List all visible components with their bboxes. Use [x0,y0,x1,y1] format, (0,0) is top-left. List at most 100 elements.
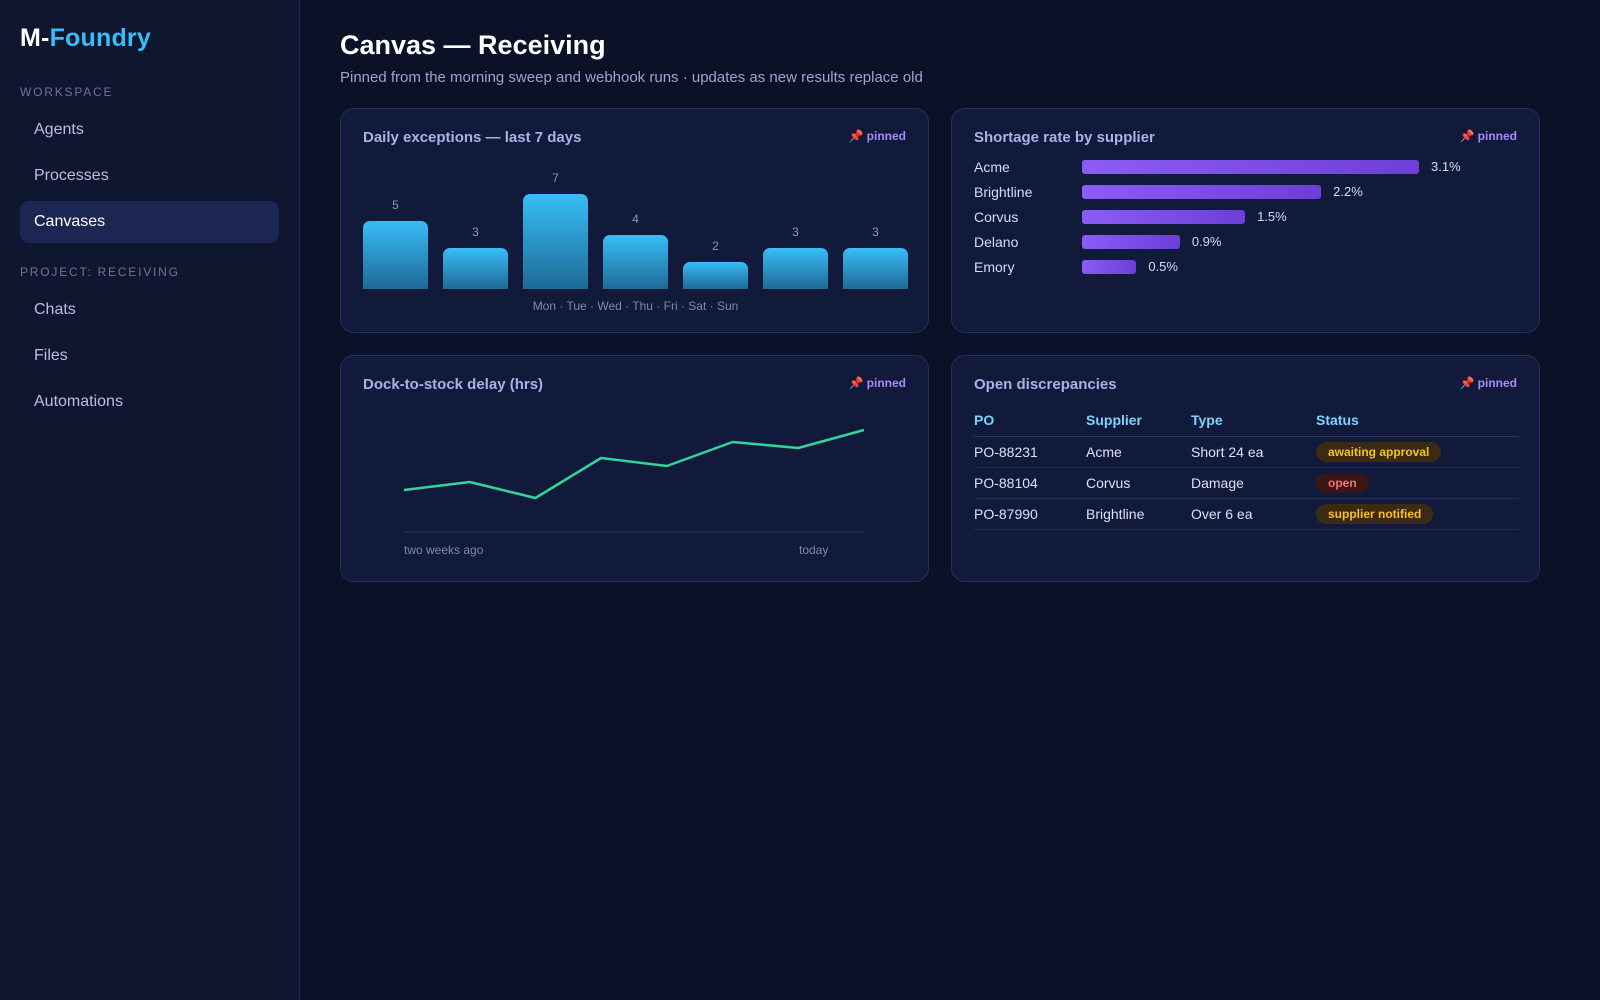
bar-value-label: 3 [792,225,799,240]
bar-value-label: 4 [632,211,639,226]
shortage-value: 1.5% [1257,209,1287,224]
bar-sat: 3 [763,171,828,289]
bar-track [1082,185,1419,199]
cell-type: Over 6 ea [1191,498,1316,530]
shortage-bar [1082,160,1419,174]
column-header-status[interactable]: Status [1316,412,1519,437]
supplier-row-corvus: Corvus 1.5% [974,207,1519,227]
sidebar-item-automations[interactable]: Automations [34,393,123,410]
supplier-label: Brightline [974,184,1033,200]
pin-icon: 📌 [1459,376,1475,390]
pinned-badge[interactable]: 📌 pinned [849,129,906,143]
status-badge: awaiting approval [1316,441,1442,462]
column-header-type[interactable]: Type [1191,412,1316,437]
shortage-bar [1082,235,1180,249]
cell-status: supplier notified [1316,498,1519,530]
table-row[interactable]: PO-88104 Corvus Damage open [974,467,1519,499]
page-subtitle: Pinned from the morning sweep and webhoo… [340,69,923,86]
bar-value-label: 3 [472,225,479,240]
supplier-label: Delano [974,234,1019,250]
column-header-po[interactable]: PO [974,412,1086,437]
page-title: Canvas — Receiving [340,30,606,60]
column-header-supplier[interactable]: Supplier [1086,412,1191,437]
bar-rect [523,194,588,289]
bar-track [1082,260,1419,274]
card-daily-exceptions: Daily exceptions — last 7 days 📌 pinned 5… [340,108,929,333]
bar-rect [363,221,428,289]
pinned-badge[interactable]: 📌 pinned [1460,376,1517,390]
table-row[interactable]: PO-88231 Acme Short 24 ea awaiting appro… [974,436,1519,468]
card-title: Dock-to-stock delay (hrs) [363,376,544,393]
cell-po: PO-87990 [974,498,1086,530]
card-title: Shortage rate by supplier [974,129,1155,146]
sidebar-item-chats[interactable]: Chats [34,301,76,318]
pin-icon: 📌 [848,376,864,390]
sidebar: M-Foundry WORKSPACE Agents Processes Can… [0,0,300,1000]
supplier-label: Acme [974,159,1010,175]
shortage-bar [1082,185,1322,199]
discrepancies-table: PO Supplier Type Status PO-88231 Acme Sh… [974,412,1519,530]
bar-fri: 2 [683,171,748,289]
cell-po: PO-88104 [974,467,1086,499]
bar-track [1082,160,1419,174]
bar-value-label: 7 [552,171,559,185]
pin-icon: 📌 [1459,129,1475,143]
shortage-value: 0.5% [1148,259,1178,274]
daily-exceptions-bars: 5 3 7 4 2 3 3 [363,171,908,289]
logo-accent: Foundry [49,24,151,52]
bar-thu: 4 [603,171,668,289]
bar-track [1082,235,1419,249]
cell-supplier: Acme [1086,436,1191,468]
pinned-label: pinned [1477,376,1517,390]
x-end-label: today [799,543,829,557]
pinned-badge[interactable]: 📌 pinned [1460,129,1517,143]
sidebar-item-canvases[interactable]: Canvases [20,201,279,243]
bar-value-label: 2 [712,238,719,253]
table-row[interactable]: PO-87990 Brightline Over 6 ea supplier n… [974,498,1519,530]
card-title: Daily exceptions — last 7 days [363,129,582,146]
cell-type: Damage [1191,467,1316,499]
bar-value-label: 5 [392,198,399,213]
x-start-label: two weeks ago [404,543,484,557]
bar-sun: 3 [843,171,908,289]
bar-tue: 3 [443,171,508,289]
pinned-label: pinned [866,376,906,390]
shortage-bar [1082,210,1246,224]
series-line [403,428,865,500]
status-badge: supplier notified [1316,503,1434,524]
pin-icon: 📌 [848,129,864,143]
shortage-value: 2.2% [1333,184,1363,199]
pinned-label: pinned [866,129,906,143]
supplier-label: Corvus [974,209,1019,225]
supplier-row-delano: Delano 0.9% [974,232,1519,252]
supplier-label: Emory [974,259,1015,275]
cell-supplier: Corvus [1086,467,1191,499]
cell-po: PO-88231 [974,436,1086,468]
pinned-badge[interactable]: 📌 pinned [849,376,906,390]
bar-rect [843,248,908,289]
card-shortage-rate: Shortage rate by supplier 📌 pinned Acme 3.… [951,108,1540,333]
bar-category-labels: Mon · Tue · Wed · Thu · Fri · Sat · Sun [532,299,739,313]
bar-rect [603,234,668,289]
cell-type: Short 24 ea [1191,436,1316,468]
shortage-value: 0.9% [1191,234,1222,249]
bar-rect [683,261,748,289]
bar-rect [763,248,828,289]
sidebar-item-agents[interactable]: Agents [34,121,84,138]
logo-prefix: M- [20,24,50,52]
sidebar-item-files[interactable]: Files [34,347,68,364]
sidebar-item-processes[interactable]: Processes [34,167,109,184]
shortage-value: 3.1% [1431,159,1461,174]
status-badge: open [1316,472,1369,493]
card-title: Open discrepancies [974,376,1117,393]
supplier-row-brightline: Brightline 2.2% [974,182,1519,202]
main-content: Canvas — Receiving Pinned from the morni… [340,30,1540,86]
bar-wed: 7 [523,171,588,289]
bar-mon: 5 [363,171,428,289]
app-logo[interactable]: M-Foundry [20,24,279,53]
cell-status: awaiting approval [1316,436,1519,468]
shortage-bar [1082,260,1137,274]
bar-value-label: 3 [872,225,879,240]
nav-section-project: PROJECT: RECEIVING [20,265,180,279]
supplier-row-acme: Acme 3.1% [974,157,1519,177]
